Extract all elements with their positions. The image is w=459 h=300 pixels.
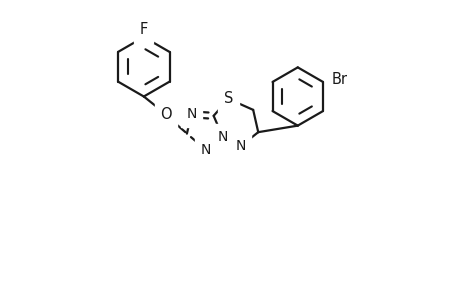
Text: N: N bbox=[186, 107, 196, 121]
Text: S: S bbox=[224, 92, 233, 106]
Text: N: N bbox=[217, 130, 227, 144]
Text: Br: Br bbox=[331, 72, 347, 87]
Text: F: F bbox=[140, 22, 148, 37]
Text: N: N bbox=[201, 143, 211, 157]
Text: N: N bbox=[235, 140, 245, 153]
Text: O: O bbox=[160, 107, 172, 122]
